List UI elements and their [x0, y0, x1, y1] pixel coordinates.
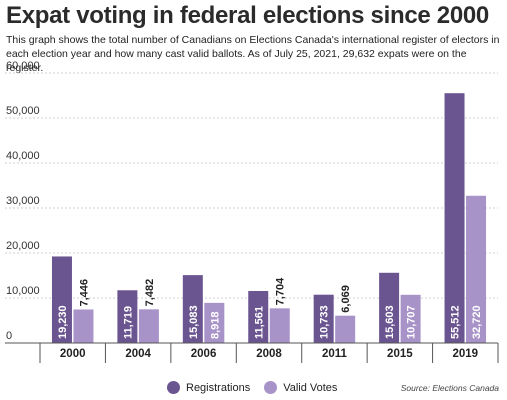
bar-registrations — [248, 290, 269, 343]
legend: Registrations Valid Votes — [167, 381, 351, 394]
legend-label-registrations: Registrations — [186, 381, 251, 394]
bar-value-label: 8,918 — [209, 311, 221, 339]
bar-valid-votes — [400, 294, 421, 343]
y-tick-label: 30,000 — [6, 195, 40, 207]
y-tick-label: 50,000 — [6, 105, 40, 117]
bar-registrations — [51, 256, 72, 343]
y-tick-label: 0 — [6, 330, 12, 342]
bar-registrations — [117, 290, 138, 343]
bar-valid-votes — [269, 308, 290, 343]
bar-value-label: 6,069 — [340, 285, 352, 313]
bar-value-label: 15,603 — [384, 305, 396, 339]
bar-valid-votes — [138, 309, 159, 343]
legend-item-registrations: Registrations — [167, 381, 250, 394]
bar-registrations — [444, 93, 465, 343]
legend-swatch-valid-votes — [264, 381, 278, 394]
x-tick-label: 2011 — [322, 348, 348, 360]
chart-title: Expat voting in federal elections since … — [6, 2, 489, 29]
bar-value-label: 7,446 — [78, 279, 90, 307]
bar-value-label: 10,707 — [406, 305, 418, 339]
bar-value-label: 32,720 — [471, 305, 483, 339]
bar-valid-votes — [204, 302, 225, 343]
bar-value-label: 55,512 — [450, 305, 462, 339]
legend-swatch-registrations — [167, 381, 180, 394]
bar-valid-votes — [73, 309, 94, 343]
chart-subtitle: This graph shows the total number of Can… — [6, 34, 500, 74]
y-tick-label: 40,000 — [6, 150, 40, 162]
bar-value-label: 11,719 — [122, 306, 134, 339]
x-tick-label: 2019 — [452, 348, 478, 360]
bar-registrations — [313, 294, 334, 343]
y-tick-label: 10,000 — [6, 285, 40, 297]
bar-value-label: 10,733 — [319, 305, 331, 339]
bar-value-label: 11,561 — [253, 306, 265, 339]
x-tick-label: 2015 — [387, 348, 413, 360]
bar-value-label: 19,230 — [57, 305, 69, 339]
legend-label-valid-votes: Valid Votes — [283, 381, 338, 394]
source-note: Source: Elections Canada — [400, 383, 499, 393]
bar-value-label: 7,704 — [275, 277, 287, 305]
y-tick-label: 60,000 — [6, 60, 40, 72]
bar-valid-votes — [335, 315, 356, 343]
x-tick-label: 2006 — [191, 348, 217, 360]
bar-value-label: 7,482 — [144, 279, 156, 307]
x-tick-label: 2008 — [256, 348, 282, 360]
legend-item-valid-votes: Valid Votes — [264, 381, 337, 394]
bar-value-label: 15,083 — [188, 305, 200, 339]
bar-valid-votes — [466, 195, 487, 343]
bar-registrations — [379, 272, 400, 343]
x-tick-label: 2000 — [60, 348, 86, 360]
x-tick-label: 2004 — [125, 348, 151, 360]
y-tick-label: 20,000 — [6, 240, 40, 252]
bar-registrations — [182, 275, 203, 343]
